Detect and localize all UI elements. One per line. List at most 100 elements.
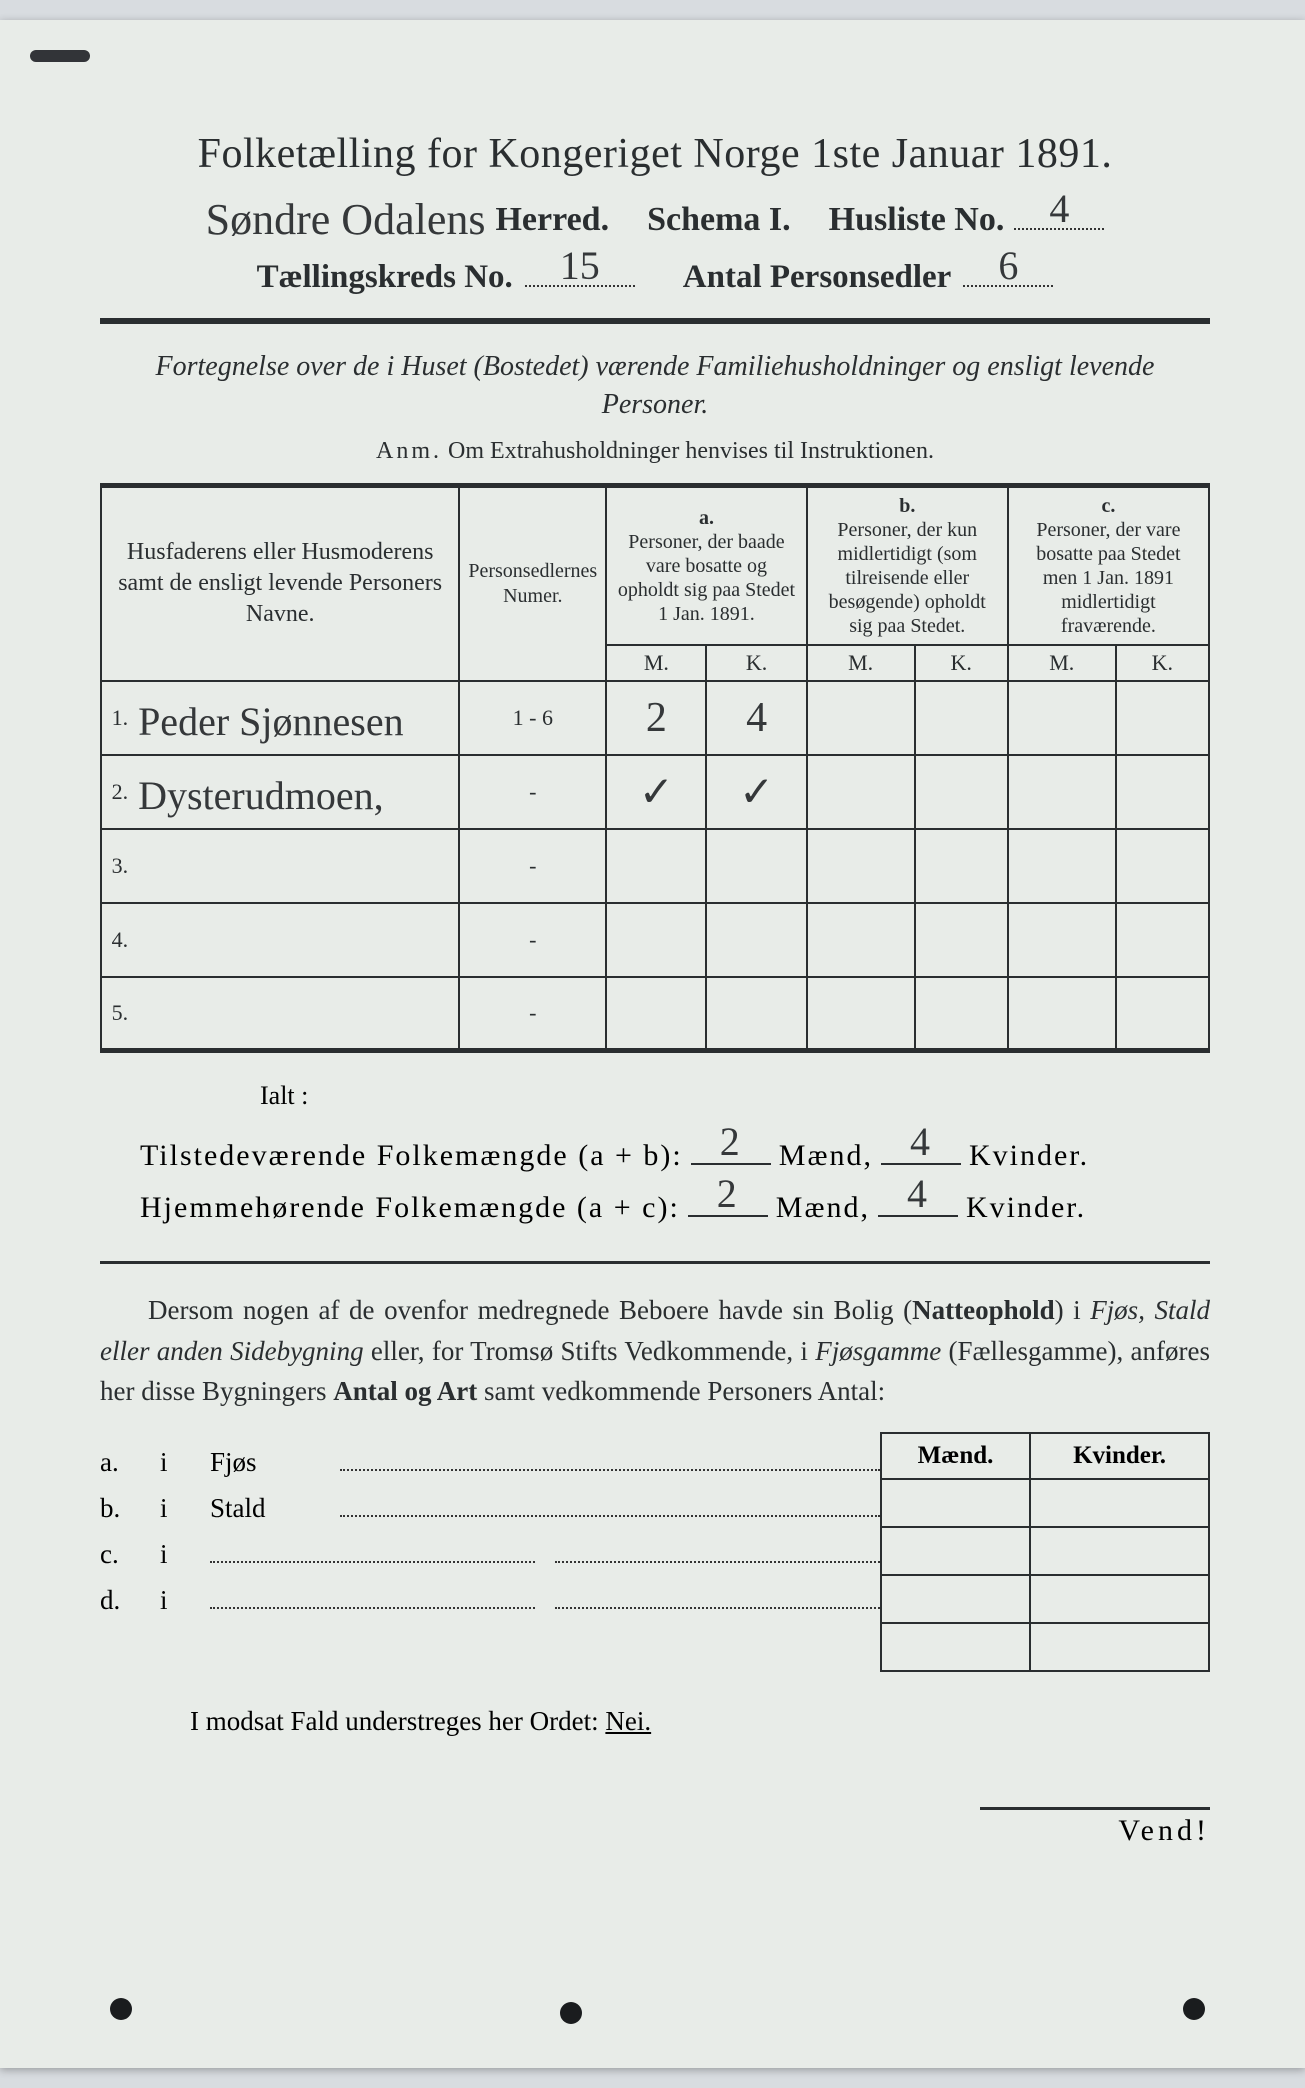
- paragraph: Dersom nogen af de ovenfor medregnede Be…: [100, 1290, 1210, 1412]
- lr-a: a.: [100, 1447, 140, 1478]
- husliste-no-field: 4: [1014, 193, 1104, 230]
- cell: [915, 903, 1008, 977]
- row-num: 2.: [101, 755, 134, 829]
- row-num: 4.: [101, 903, 134, 977]
- cell: [807, 977, 915, 1051]
- kreds-no: 15: [560, 242, 600, 289]
- total1-k-field: 4: [881, 1129, 961, 1165]
- c-m: M.: [1008, 645, 1116, 681]
- cell: [807, 755, 915, 829]
- col-names-header: Husfaderens eller Husmoderens samt de en…: [101, 485, 459, 681]
- row-num: 3.: [101, 829, 134, 903]
- cell: [1008, 755, 1116, 829]
- cell: [807, 681, 915, 755]
- lr-t: [210, 1536, 535, 1563]
- cell: [606, 829, 706, 903]
- lower-table: Mænd. Kvinder.: [880, 1432, 1210, 1672]
- cell: [1008, 681, 1116, 755]
- total2-m-field: 2: [688, 1181, 768, 1217]
- lower-section: a. i Fjøs b. i Stald c. i d. i: [100, 1432, 1210, 1672]
- cell: [1030, 1575, 1209, 1623]
- cell: [1030, 1623, 1209, 1671]
- cell: [881, 1575, 1030, 1623]
- cell: [1008, 977, 1116, 1051]
- cell: [1008, 829, 1116, 903]
- lr-i: i: [160, 1447, 190, 1478]
- nei: Nei.: [605, 1706, 651, 1736]
- husliste-no: 4: [1049, 185, 1069, 232]
- subtitle-1: Fortegnelse over de i Huset (Bostedet) v…: [100, 348, 1210, 424]
- herred-handwritten: Søndre Odalens: [206, 194, 486, 245]
- grp-c-label: c.: [1017, 494, 1200, 518]
- row-name: [134, 829, 459, 903]
- b-k: K.: [915, 645, 1008, 681]
- total2-label: Hjemmehørende Folkemængde (a + c):: [140, 1191, 680, 1225]
- main-table: Husfaderens eller Husmoderens samt de en…: [100, 483, 1210, 1054]
- lower-row: b. i Stald: [100, 1490, 880, 1524]
- anm-label: Anm.: [376, 438, 442, 464]
- lr-t: Fjøs: [210, 1447, 320, 1478]
- row-psnum: -: [459, 903, 606, 977]
- cell: ✓: [606, 755, 706, 829]
- grp-a-header: a. Personer, der baade vare bosatte og o…: [606, 485, 807, 645]
- cell: [807, 903, 915, 977]
- header-line-3: Tællingskreds No. 15 Antal Personsedler …: [100, 251, 1210, 296]
- cell: [807, 829, 915, 903]
- lr-i: i: [160, 1493, 190, 1524]
- cell: [1030, 1479, 1209, 1527]
- cell: [881, 1479, 1030, 1527]
- cell: 2: [606, 681, 706, 755]
- table-row: 3. -: [101, 829, 1209, 903]
- row-psnum: -: [459, 755, 606, 829]
- lower-row: d. i: [100, 1582, 880, 1616]
- husliste-label: Husliste No.: [829, 201, 1005, 239]
- cell: [1116, 977, 1209, 1051]
- cell: [1116, 681, 1209, 755]
- col-num-header: Personsedlernes Numer.: [459, 485, 606, 681]
- c-k: K.: [1116, 645, 1209, 681]
- vend-label: Vend!: [980, 1807, 1210, 1848]
- total-line-1: Tilstedeværende Folkemængde (a + b): 2 M…: [140, 1129, 1210, 1173]
- cell: [1116, 755, 1209, 829]
- grp-a-text: Personer, der baade vare bosatte og opho…: [615, 530, 798, 626]
- lower-row: a. i Fjøs: [100, 1444, 880, 1478]
- grp-b-text: Personer, der kun midlertidigt (som tilr…: [816, 518, 999, 638]
- table-row: 5. -: [101, 977, 1209, 1051]
- punch-hole-icon: [560, 2002, 582, 2024]
- row-psnum: 1 - 6: [459, 681, 606, 755]
- lower-kvinder-header: Kvinder.: [1030, 1433, 1209, 1479]
- a-k: K.: [706, 645, 806, 681]
- census-form-page: Folketælling for Kongeriget Norge 1ste J…: [0, 20, 1305, 2068]
- row-num: 1.: [101, 681, 134, 755]
- cell: ✓: [706, 755, 806, 829]
- lr-a: c.: [100, 1539, 140, 1570]
- row-name: [134, 977, 459, 1051]
- cell: [1116, 829, 1209, 903]
- dots: [340, 1444, 880, 1471]
- a-m: M.: [606, 645, 706, 681]
- grp-a-label: a.: [615, 506, 798, 530]
- row-name: [134, 903, 459, 977]
- cell: [1116, 903, 1209, 977]
- cell: [915, 681, 1008, 755]
- herred-label: Herred.: [495, 201, 609, 239]
- cell: [606, 977, 706, 1051]
- dots: [555, 1536, 880, 1563]
- closing-line: I modsat Fald understreges her Ordet: Ne…: [190, 1706, 1210, 1737]
- cell: [606, 903, 706, 977]
- header-line-2: Søndre Odalens Herred. Schema I. Huslist…: [100, 190, 1210, 241]
- kvinder-label: Kvinder.: [969, 1139, 1089, 1173]
- rule-2: [100, 1261, 1210, 1264]
- lr-a: b.: [100, 1493, 140, 1524]
- punch-hole-icon: [110, 1998, 132, 2020]
- cell: [915, 755, 1008, 829]
- table-row: 2. Dysterudmoen, - ✓ ✓: [101, 755, 1209, 829]
- total-line-2: Hjemmehørende Folkemængde (a + c): 2 Mæn…: [140, 1181, 1210, 1225]
- table-row: 4. -: [101, 903, 1209, 977]
- rule-1: [100, 318, 1210, 324]
- row-psnum: -: [459, 829, 606, 903]
- anm-text: Om Extrahusholdninger henvises til Instr…: [448, 438, 934, 464]
- dots: [340, 1490, 880, 1517]
- dots: [555, 1582, 880, 1609]
- closing-text: I modsat Fald understreges her Ordet:: [190, 1706, 599, 1736]
